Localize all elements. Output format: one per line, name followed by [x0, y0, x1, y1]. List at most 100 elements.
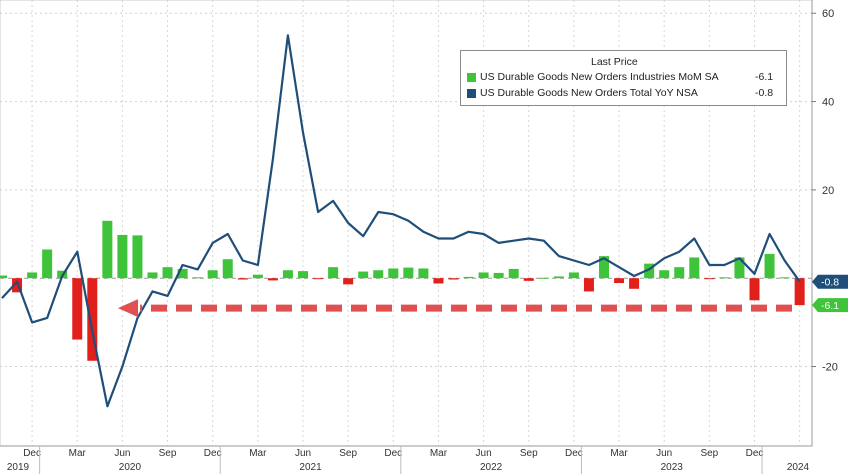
- bar-series: [0, 220, 805, 361]
- bar: [87, 278, 98, 361]
- x-tick-label: Sep: [700, 448, 718, 459]
- bar: [313, 278, 324, 280]
- y-tick-label: 20: [822, 185, 834, 197]
- legend-header: Last Price: [591, 56, 638, 68]
- bar: [12, 278, 23, 293]
- grid-lines: [0, 0, 812, 446]
- x-axis: Dec Mar Jun Sep Dec Mar Jun Sep Dec Mar Jun Sep Dec M…: [0, 445, 812, 474]
- legend-label-mom: US Durable Goods New Orders Industries M…: [480, 71, 719, 83]
- x-tick-label: Dec: [204, 448, 222, 459]
- bar: [614, 278, 625, 284]
- bar: [734, 257, 745, 279]
- bar: [764, 253, 775, 279]
- bar: [448, 278, 459, 280]
- x-tick-label: Jun: [656, 448, 672, 459]
- legend: Last Price US Durable Goods New Orders I…: [460, 50, 787, 106]
- x-tick-label: Dec: [565, 448, 583, 459]
- x-tick-label: Mar: [610, 448, 628, 459]
- x-year-label: 2021: [299, 462, 322, 473]
- mom-last-value-tag-bg: [812, 298, 848, 313]
- y-tick-label: 60: [822, 8, 834, 20]
- bar: [629, 278, 640, 289]
- bar: [463, 276, 474, 279]
- x-tick-label: Sep: [159, 448, 177, 459]
- bar: [358, 271, 369, 279]
- bar: [568, 272, 579, 279]
- bar: [704, 278, 715, 280]
- bar: [252, 274, 263, 279]
- bar: [674, 267, 685, 279]
- bar: [749, 278, 760, 301]
- x-year-label: 2022: [480, 462, 503, 473]
- last-value-tags: -0.8 -6.1: [812, 274, 848, 313]
- bar: [493, 272, 504, 279]
- x-year-label: 2023: [661, 462, 684, 473]
- bar: [27, 272, 38, 279]
- bar: [388, 268, 399, 279]
- legend-item-yoy: US Durable Goods New Orders Total YoY NS…: [467, 86, 698, 100]
- bar: [478, 272, 489, 279]
- bar: [523, 278, 534, 281]
- bar: [298, 271, 308, 279]
- bar: [207, 270, 218, 279]
- bar: [132, 235, 143, 279]
- arrow-head: [118, 299, 138, 318]
- mom-last-value-tag-label: -6.1: [821, 300, 839, 312]
- x-year-label: 2019: [7, 462, 30, 473]
- yoy-last-value-tag-label: -0.8: [821, 277, 839, 289]
- x-tick-label: Dec: [384, 448, 402, 459]
- bar: [508, 268, 519, 279]
- x-tick-label: Mar: [430, 448, 448, 459]
- x-year-label: 2024: [787, 462, 810, 473]
- x-tick-label: Jun: [295, 448, 311, 459]
- x-tick-label: Mar: [249, 448, 267, 459]
- x-tick-label: Sep: [339, 448, 357, 459]
- bar: [0, 275, 7, 279]
- legend-label-yoy: US Durable Goods New Orders Total YoY NS…: [480, 87, 698, 99]
- bar: [373, 270, 384, 279]
- bar: [418, 268, 429, 279]
- legend-item-mom: US Durable Goods New Orders Industries M…: [467, 70, 719, 84]
- x-tick-label: Dec: [23, 448, 41, 459]
- bar: [102, 220, 113, 279]
- legend-swatch-blue: [467, 88, 476, 98]
- bar: [794, 278, 805, 306]
- bar: [282, 270, 293, 279]
- y-axis: 60 40 20 -20: [811, 0, 838, 446]
- bar: [659, 270, 670, 279]
- bar: [689, 257, 700, 279]
- bar: [237, 278, 248, 280]
- bar: [403, 267, 414, 279]
- bar: [719, 277, 730, 279]
- bar: [72, 278, 83, 340]
- yoy-last-value-tag-bg: [812, 274, 848, 289]
- bar: [779, 277, 790, 279]
- bar: [538, 277, 549, 279]
- x-tick-label: Sep: [520, 448, 538, 459]
- legend-value-yoy: -0.8: [755, 87, 774, 99]
- legend-value-mom: -6.1: [755, 71, 774, 83]
- legend-swatch-green: [467, 72, 476, 82]
- x-year-label: 2020: [119, 462, 142, 473]
- bar: [222, 259, 233, 279]
- bar: [644, 263, 655, 279]
- bar: [328, 267, 339, 279]
- bar: [42, 249, 53, 279]
- bar: [583, 278, 594, 292]
- bar: [147, 272, 158, 279]
- dashed-arrow-annotation: [118, 299, 792, 318]
- bar: [117, 234, 128, 279]
- bar: [162, 267, 173, 279]
- bar: [192, 277, 203, 279]
- bar: [267, 278, 278, 281]
- x-tick-label: Dec: [746, 448, 764, 459]
- y-tick-label: -20: [822, 362, 838, 374]
- y-tick-label: 40: [822, 97, 834, 109]
- x-tick-label: Jun: [476, 448, 492, 459]
- line-series: [1, 34, 801, 408]
- x-tick-label: Mar: [69, 448, 87, 459]
- bar: [177, 268, 188, 279]
- bar: [343, 278, 354, 285]
- yoy-line: [1, 34, 801, 408]
